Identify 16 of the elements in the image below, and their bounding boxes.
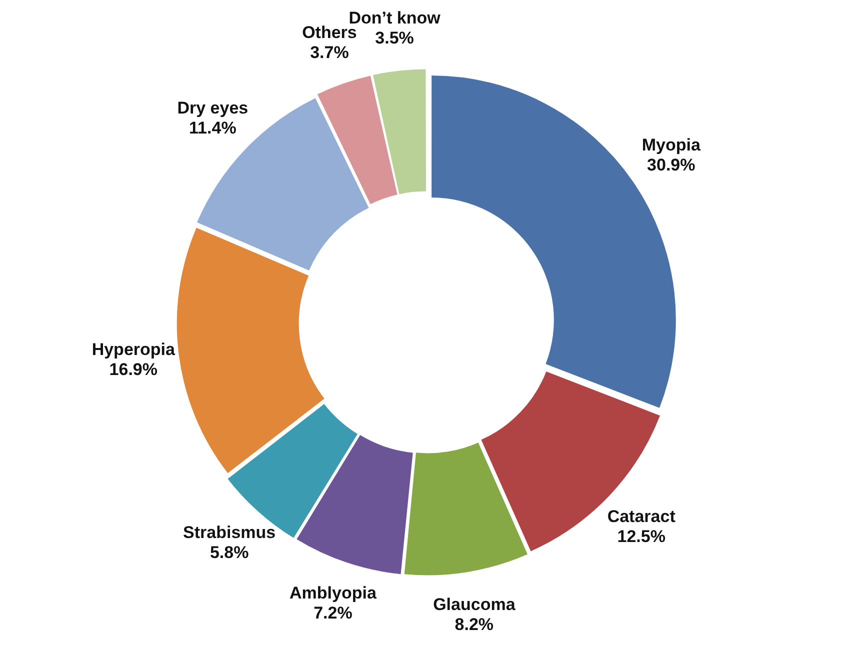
slice-label: Hyperopia	[92, 340, 176, 360]
slice-label: Glaucoma	[433, 594, 516, 614]
slice-label: Myopia	[642, 135, 701, 154]
data-label: 16.9%	[109, 360, 158, 380]
slice-label: Dry eyes	[177, 98, 248, 118]
data-label: 7.2%	[314, 603, 352, 622]
data-label: 11.4%	[189, 118, 236, 138]
data-label: 3.5%	[375, 28, 414, 48]
slice-label: Strabismus	[183, 523, 276, 542]
data-label: 3.7%	[310, 43, 349, 62]
slice-label: Cataract	[607, 506, 676, 526]
data-label: 30.9%	[647, 155, 696, 174]
data-label: 8.2%	[454, 614, 494, 634]
data-label: 5.8%	[210, 543, 249, 562]
data-label: 12.5%	[617, 526, 666, 546]
slice-label: Amblyopia	[290, 583, 377, 602]
